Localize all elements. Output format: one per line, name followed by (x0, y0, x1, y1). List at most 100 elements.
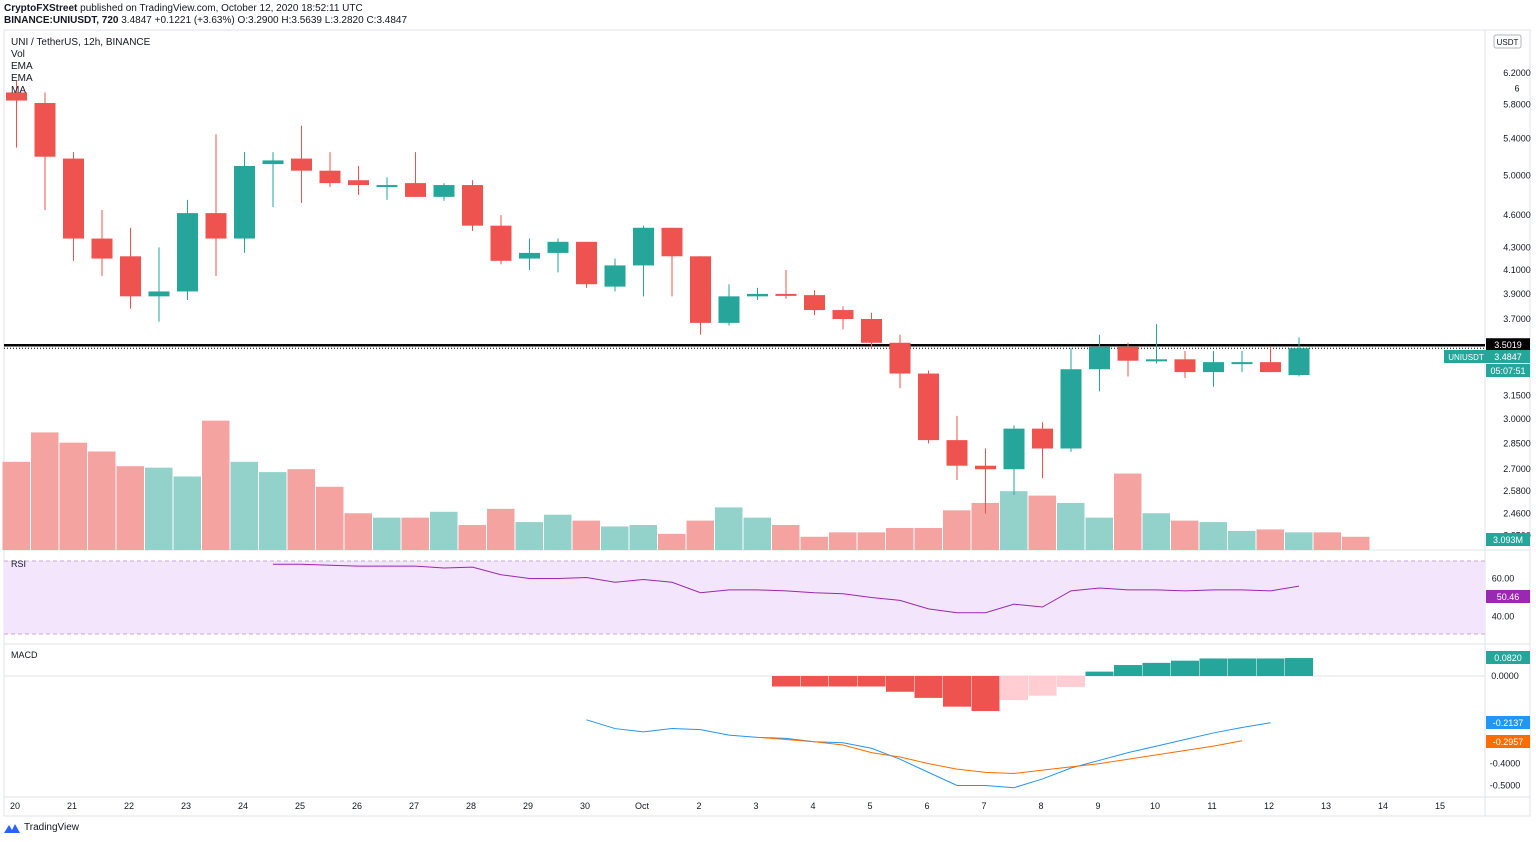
candle-body (1117, 346, 1139, 361)
candle-body (1260, 362, 1281, 373)
time-tick-label: 9 (1095, 801, 1100, 811)
volume-label-box (1486, 533, 1530, 546)
legend-ema-2[interactable]: EMA (11, 73, 33, 84)
macd-line (586, 719, 1271, 789)
legend-ma[interactable]: MA (11, 85, 26, 96)
volume-bar (173, 476, 201, 550)
footer-brand-text: TradingView (24, 822, 80, 833)
price-tick-label: 4.1000 (1503, 265, 1531, 275)
candle-body (747, 293, 768, 297)
volume-bar (1228, 530, 1256, 550)
candle-body (34, 103, 56, 157)
volume-bar (1256, 529, 1284, 550)
rsi-pane-title: RSI (11, 559, 27, 569)
candle-body (1146, 359, 1167, 362)
macd-hist-value-label: 0.0820 (1494, 653, 1522, 663)
rsi-value-label-box (1486, 590, 1530, 603)
candle-body (718, 296, 740, 323)
signal-line (757, 736, 1243, 774)
price-tick-label: 2.4600 (1503, 509, 1531, 519)
volume-bar (316, 486, 344, 550)
candle-body (804, 295, 825, 311)
legend-ema-1[interactable]: EMA (11, 61, 33, 72)
ohlc-values: O:3.2900 H:3.5639 L:3.2820 C:3.4847 (237, 15, 408, 26)
indicator-legend: UNI / TetherUS, 12h, BINANCE Vol EMA EMA… (11, 37, 150, 97)
macd-histogram-bar (829, 676, 857, 687)
candle-body (661, 227, 683, 257)
macd-hist-value-label-box (1486, 651, 1530, 664)
time-tick-label: 30 (580, 801, 590, 811)
candle-body (291, 158, 312, 171)
macd-histogram-bar (1057, 676, 1085, 687)
volume-bar (1028, 495, 1056, 550)
candle-body (205, 213, 227, 239)
macd-histogram-bar (943, 676, 971, 707)
countdown-label: 05:07:51 (1490, 366, 1525, 376)
candle-body (861, 319, 882, 343)
macd-histogram-bar (1142, 662, 1171, 676)
time-tick-label: 11 (1207, 801, 1216, 811)
price-tick-label: 5.8000 (1503, 100, 1531, 110)
volume-bar (743, 517, 771, 550)
volume-bar (145, 467, 173, 550)
time-tick-label: 27 (409, 801, 419, 811)
chart-frame (3, 29, 1531, 817)
hline-price-label-box (1486, 338, 1530, 352)
macd-histogram-bar (1285, 658, 1313, 676)
candle-body (832, 310, 854, 319)
time-tick-label: 4 (810, 801, 815, 811)
price-tick-label: 3.0000 (1503, 414, 1531, 424)
volume-bar (544, 514, 572, 550)
last-price: 3.4847 (121, 15, 152, 26)
volume-bar (1285, 532, 1313, 550)
macd-histogram-bar (1085, 671, 1114, 676)
volume-bar (1114, 473, 1142, 550)
time-tick-label: 3 (753, 801, 758, 811)
volume-bar (857, 532, 885, 550)
macd-histogram-bar (1228, 658, 1256, 676)
volume-bar (373, 517, 401, 550)
legend-title[interactable]: UNI / TetherUS, 12h, BINANCE (11, 37, 151, 48)
published-text: published on TradingView.com, October 12… (80, 3, 363, 14)
volume-bar (1313, 532, 1341, 550)
macd-histogram-bar (1199, 658, 1228, 676)
volume-bar (116, 466, 144, 550)
time-tick-label: 29 (523, 801, 533, 811)
candle-body (946, 440, 968, 466)
symbol-tag: UNIUSDT (1448, 353, 1484, 362)
candle-body (433, 185, 455, 197)
candle-body (262, 160, 284, 165)
rsi-line (273, 563, 1300, 614)
volume-bar (914, 527, 942, 550)
time-tick-label: 28 (466, 801, 476, 811)
legend-vol[interactable]: Vol (11, 49, 25, 60)
candle-body (1203, 362, 1224, 373)
rsi-tick-label: 40.00 (1492, 612, 1515, 622)
tradingview-logo-icon (4, 823, 20, 833)
candle-body (348, 180, 369, 186)
volume-bar (629, 525, 657, 550)
time-tick-label: 13 (1321, 801, 1331, 811)
volume-bar (344, 513, 372, 550)
price-tick-label: 3.1500 (1503, 391, 1531, 401)
time-tick-label: 2 (696, 801, 701, 811)
macd-histogram-bar (800, 676, 829, 687)
rsi-tick-label: 60.00 (1492, 574, 1515, 584)
currency-tag-box (1493, 34, 1522, 49)
candle-body (519, 252, 540, 259)
candle-body (63, 158, 84, 239)
time-tick-label: 7 (981, 801, 986, 811)
candle-body (1174, 359, 1196, 373)
volume-bar (572, 520, 600, 550)
time-tick-label: 21 (67, 801, 77, 811)
volume-bar (515, 522, 543, 550)
macd-line-value-label-box (1486, 716, 1530, 729)
volume-bar (772, 525, 800, 550)
symbol-tag-box (1444, 350, 1488, 363)
volume-bar (686, 520, 714, 550)
price-tick-label: 2.5800 (1503, 486, 1531, 496)
publish-header: CryptoFXStreet published on TradingView.… (4, 3, 363, 15)
time-tick-label: 15 (1435, 801, 1445, 811)
candle-body (547, 241, 569, 253)
